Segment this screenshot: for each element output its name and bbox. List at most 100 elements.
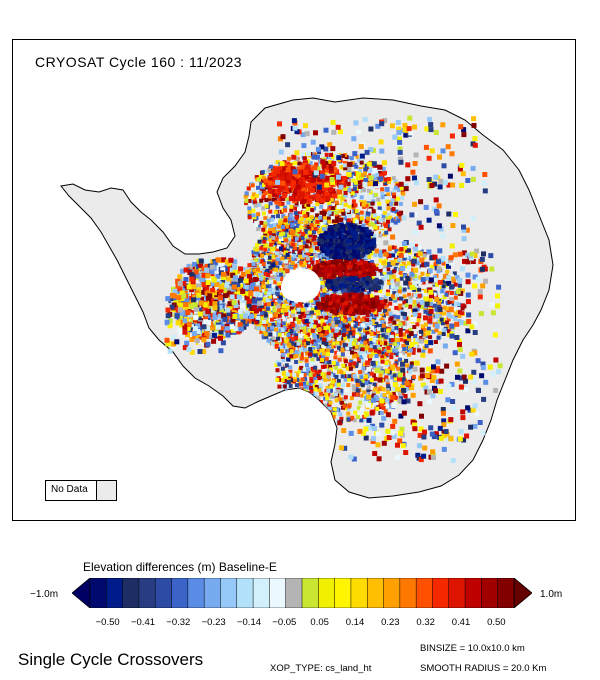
data-cell (367, 169, 372, 174)
data-cell (324, 152, 329, 157)
data-cell (250, 281, 256, 287)
data-cell (268, 319, 273, 324)
data-cell (271, 235, 276, 240)
data-cell (391, 274, 396, 279)
data-cell (360, 179, 365, 184)
data-cell (278, 221, 282, 226)
data-cell (179, 296, 185, 302)
data-cell (262, 239, 267, 244)
data-cell (363, 167, 368, 172)
data-cell (381, 166, 386, 171)
data-cell (315, 202, 320, 207)
data-cell (418, 275, 423, 280)
data-cell (349, 320, 354, 325)
data-cell (268, 209, 273, 214)
data-cell (215, 257, 221, 263)
data-cell (281, 321, 286, 326)
data-cell (178, 302, 184, 308)
data-cell (429, 302, 434, 306)
data-cell (377, 265, 382, 269)
data-cell (283, 218, 288, 223)
data-cell (218, 321, 224, 327)
data-cell (274, 200, 279, 205)
data-cell (278, 261, 283, 266)
data-cell (254, 193, 259, 198)
data-cell (397, 306, 402, 311)
data-cell (327, 219, 332, 224)
data-cell (271, 215, 276, 219)
data-cell (370, 313, 375, 318)
data-cell (298, 245, 303, 249)
data-cell (452, 306, 457, 311)
data-cell (262, 269, 267, 274)
data-cell (273, 294, 277, 299)
data-cell (362, 188, 366, 193)
data-cell (369, 251, 374, 256)
data-cell (317, 330, 322, 335)
data-cell (262, 169, 267, 174)
data-cell (300, 311, 305, 316)
data-cell (277, 313, 282, 318)
data-cell (361, 223, 366, 228)
data-cell (275, 292, 280, 297)
data-cell (314, 257, 319, 262)
antarctica-map (60, 97, 554, 499)
data-cell (313, 320, 318, 325)
data-cell (280, 225, 285, 230)
data-cell (265, 191, 270, 196)
data-cell (370, 319, 375, 324)
data-cell (256, 212, 261, 217)
data-cell (372, 316, 377, 321)
data-cell (233, 303, 239, 309)
data-cell (268, 296, 273, 301)
data-cell (247, 206, 252, 211)
data-cell (360, 320, 365, 325)
data-cell (347, 214, 352, 218)
data-cell (229, 324, 235, 330)
data-cell (223, 297, 229, 303)
data-cell (355, 176, 360, 181)
data-cell (226, 270, 232, 276)
data-cell (264, 334, 269, 339)
data-cell (426, 333, 430, 338)
data-cell (418, 279, 423, 284)
data-cell (183, 322, 189, 328)
data-cell (251, 262, 256, 267)
data-cell (305, 188, 310, 193)
data-cell (255, 291, 261, 297)
data-cell (254, 216, 259, 220)
data-cell (204, 290, 210, 296)
data-cell (402, 315, 407, 320)
data-cell (305, 252, 310, 257)
data-cell (413, 334, 418, 339)
data-cell (316, 338, 321, 343)
data-cell (257, 300, 263, 306)
data-cell (243, 194, 248, 199)
data-cell (352, 186, 357, 191)
data-cell (442, 277, 446, 282)
data-cell (268, 234, 273, 239)
data-cell (226, 285, 232, 291)
data-cell (238, 266, 244, 272)
data-cell (395, 183, 400, 188)
data-cell (223, 293, 228, 299)
data-cell (341, 290, 346, 295)
data-cell (186, 322, 192, 327)
data-cell (203, 293, 209, 299)
data-cell (460, 311, 465, 316)
data-cell (209, 264, 215, 270)
data-cell (383, 196, 388, 201)
data-cell (301, 327, 306, 331)
data-cell (258, 320, 263, 325)
data-cell (343, 190, 348, 195)
data-cell (340, 321, 344, 325)
data-cell (312, 236, 317, 241)
data-cell (264, 243, 269, 248)
data-cell (256, 202, 261, 207)
data-cell (364, 219, 369, 223)
data-cell (282, 308, 287, 313)
data-cell (179, 290, 185, 296)
data-cell (261, 194, 266, 199)
data-cell (271, 341, 275, 346)
data-cell (191, 289, 197, 295)
